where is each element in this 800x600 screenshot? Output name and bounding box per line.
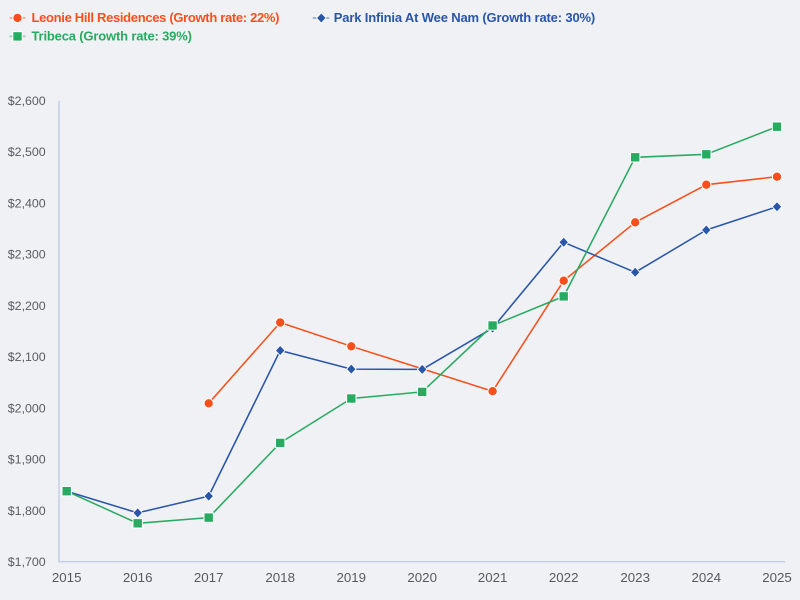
svg-text:$2,200: $2,200 <box>8 299 46 313</box>
svg-text:$1,900: $1,900 <box>8 453 46 467</box>
svg-text:2025: 2025 <box>762 570 792 585</box>
svg-text:$1,700: $1,700 <box>8 555 46 569</box>
svg-text:$2,400: $2,400 <box>8 196 46 210</box>
svg-text:2020: 2020 <box>407 570 437 585</box>
svg-text:$2,600: $2,600 <box>8 94 46 108</box>
svg-text:$2,000: $2,000 <box>8 401 46 415</box>
svg-text:$2,300: $2,300 <box>8 248 46 262</box>
svg-text:2016: 2016 <box>123 570 153 585</box>
svg-text:Park Infinia At Wee Nam (Growt: Park Infinia At Wee Nam (Growth rate: 30… <box>334 10 595 25</box>
svg-text:2024: 2024 <box>692 570 722 585</box>
svg-text:$1,800: $1,800 <box>8 504 46 518</box>
svg-text:2018: 2018 <box>265 570 295 585</box>
svg-text:2019: 2019 <box>337 570 367 585</box>
svg-text:2023: 2023 <box>620 570 650 585</box>
svg-text:2017: 2017 <box>194 570 224 585</box>
svg-text:2015: 2015 <box>52 570 82 585</box>
svg-text:2022: 2022 <box>549 570 579 585</box>
svg-text:2021: 2021 <box>478 570 508 585</box>
svg-text:$2,100: $2,100 <box>8 350 46 364</box>
svg-text:Leonie Hill Residences (Growth: Leonie Hill Residences (Growth rate: 22%… <box>32 10 280 25</box>
svg-text:Tribeca (Growth rate: 39%): Tribeca (Growth rate: 39%) <box>32 29 192 44</box>
svg-text:$2,500: $2,500 <box>8 145 46 159</box>
